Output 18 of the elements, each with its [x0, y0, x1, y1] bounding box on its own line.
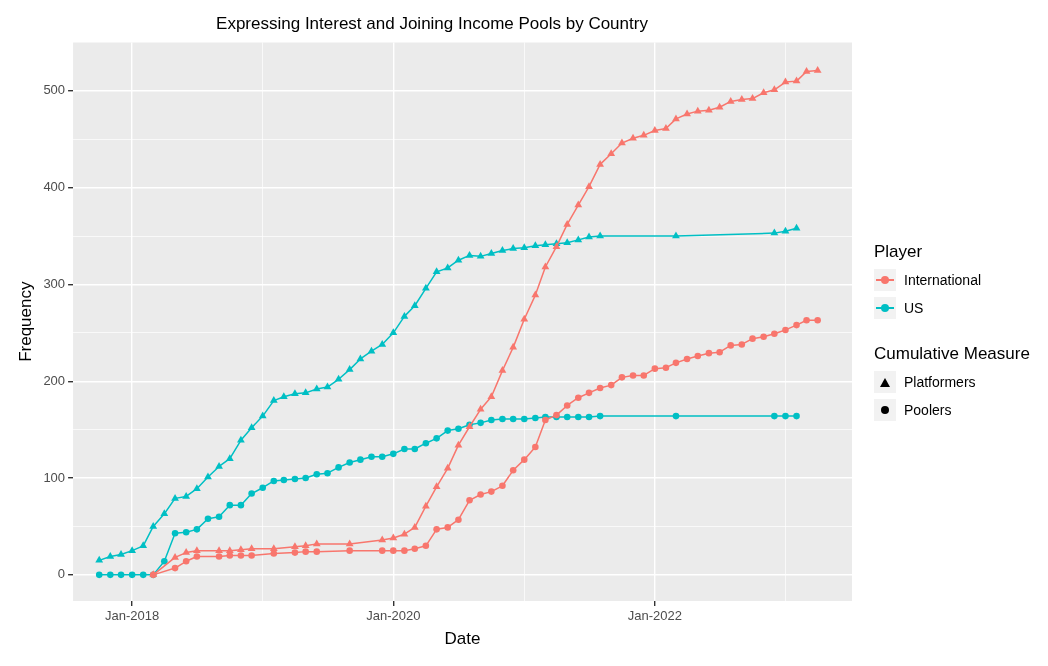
- x-tick-label: Jan-2022: [627, 608, 682, 624]
- y-tick-label: 400: [43, 179, 66, 195]
- y-tick-label: 300: [43, 276, 66, 292]
- chart-title: Expressing Interest and Joining Income Pools by Country: [216, 13, 649, 33]
- y-tick-label: 100: [43, 469, 66, 485]
- y-tick-label: 200: [43, 372, 66, 388]
- x-axis-title: Date: [444, 629, 481, 649]
- text: Cumulative Measure: [874, 344, 1030, 364]
- x-tick-label: Jan-2018: [105, 608, 160, 624]
- x-tick-label: Jan-2020: [366, 608, 421, 624]
- text: Poolers: [904, 402, 952, 418]
- legend-title: Player: [874, 242, 924, 262]
- text: Platformers: [904, 374, 976, 390]
- y-tick-label: 0: [57, 566, 66, 582]
- legend-label: US: [904, 300, 924, 316]
- y-tick-label: 500: [43, 82, 66, 98]
- y-axis-title: Frequency: [15, 281, 35, 362]
- legend-label: International: [904, 272, 982, 288]
